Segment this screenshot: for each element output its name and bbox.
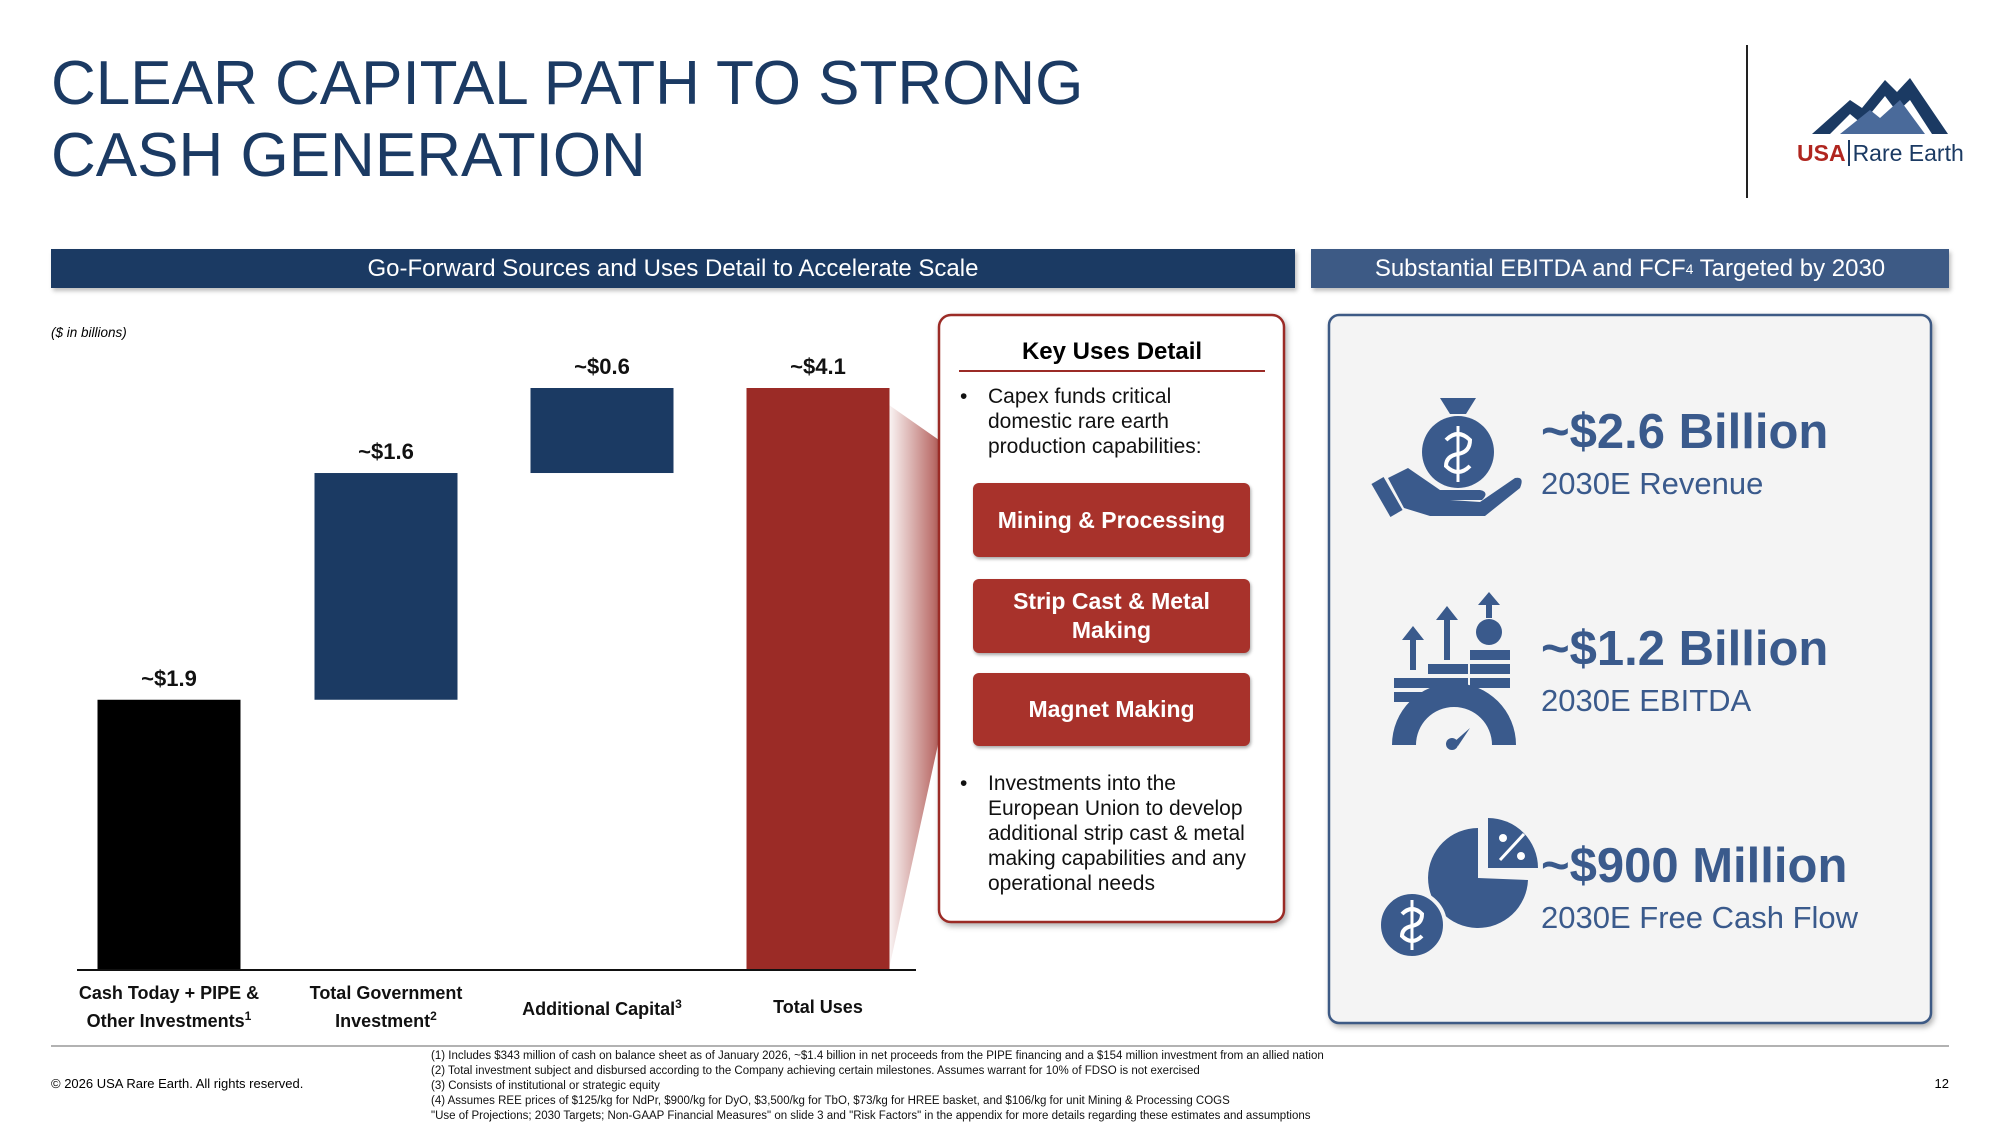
logo-brand: USA — [1797, 140, 1846, 166]
footnotes: (1) Includes $343 million of cash on bal… — [431, 1049, 1324, 1124]
page-number: 12 — [1934, 1076, 1949, 1091]
category-name: Total Government Investment — [309, 982, 463, 1031]
header-text: Substantial EBITDA and FCF — [1374, 254, 1686, 282]
title-line: CLEAR CAPITAL PATH TO STRONG — [51, 49, 1084, 118]
kpi-label: 2030E Free Cash Flow — [1541, 900, 1859, 935]
logo-mountains — [1812, 78, 1948, 134]
value-label: ~$1.6 — [358, 439, 414, 464]
value-label: ~$1.9 — [141, 666, 197, 691]
value-label: ~$4.1 — [790, 354, 846, 379]
bar — [530, 388, 674, 474]
use-item: Magnet Making — [973, 673, 1250, 746]
kpi-value: ~$2.6 Billion — [1541, 405, 1829, 459]
bullet: Investments into the European Union to d… — [960, 771, 1268, 896]
category-text: Additional Capital3 — [522, 993, 682, 1021]
footnote: (1) Includes $343 million of cash on bal… — [431, 1050, 1324, 1062]
footnote: "Use of Projections; 2030 Targets; Non-G… — [431, 1110, 1311, 1122]
x-tick-label: Total Government Investment2 — [276, 978, 496, 1036]
footnote-ref: 3 — [675, 997, 682, 1011]
footnote: (4) Assumes REE prices of $125/kg for Nd… — [431, 1095, 1230, 1107]
bar — [314, 473, 458, 700]
use-item: Mining & Processing — [973, 483, 1250, 557]
header-text: Targeted by 2030 — [1693, 254, 1886, 282]
category-name: Cash Today + PIPE & Other Investments — [78, 982, 260, 1031]
x-tick-label: Cash Today + PIPE & Other Investments1 — [59, 978, 279, 1036]
footnote: (2) Total investment subject and disburs… — [431, 1065, 1200, 1077]
footnote-ref: 4 — [1685, 260, 1694, 277]
title-line: CASH GENERATION — [51, 121, 646, 190]
revenue-icon — [1371, 398, 1522, 517]
logo-name: Rare Earth — [1847, 140, 1964, 166]
value-label: ~$0.6 — [574, 354, 630, 379]
header-right: Substantial EBITDA and FCF 4 Targeted by … — [1311, 249, 1949, 288]
footnote-ref: 2 — [430, 1008, 437, 1023]
bullet: Capex funds critical domestic rare earth… — [960, 384, 1238, 459]
bar — [97, 699, 241, 969]
logo-text: USA Rare Earth — [1797, 140, 1964, 167]
category-text: Total Government Investment2 — [276, 982, 496, 1033]
footnote-ref: 1 — [244, 1008, 252, 1023]
x-tick-label: Total Uses — [708, 978, 928, 1036]
key-uses-title: Key Uses Detail — [1021, 338, 1203, 365]
footnote: (3) Consists of institutional or strateg… — [431, 1080, 660, 1092]
units-note: ($ in billions) — [51, 325, 127, 340]
kpi-label: 2030E Revenue — [1541, 466, 1764, 501]
bar — [746, 388, 890, 969]
callout-wedge — [889, 405, 939, 969]
category-text: Total Uses — [773, 996, 863, 1019]
kpi-value: ~$1.2 Billion — [1541, 622, 1829, 676]
use-item: Strip Cast & Metal Making — [973, 579, 1250, 653]
kpi-value: ~$900 Million — [1541, 839, 1848, 893]
header-left: Go-Forward Sources and Uses Detail to Ac… — [51, 249, 1295, 288]
category-name: Total Uses — [773, 996, 863, 1017]
category-name: Additional Capital — [522, 999, 676, 1019]
category-text: Cash Today + PIPE & Other Investments1 — [59, 982, 279, 1033]
fcf-icon — [1377, 818, 1538, 960]
copyright: © 2026 USA Rare Earth. All rights reserv… — [51, 1076, 304, 1091]
slide-title: CLEAR CAPITAL PATH TO STRONG CASH GENERA… — [51, 48, 1083, 192]
header-text: Go-Forward Sources and Uses Detail to Ac… — [367, 254, 979, 282]
ebitda-icon — [1392, 592, 1516, 750]
x-tick-label: Additional Capital3 — [492, 978, 712, 1036]
kpi-label: 2030E EBITDA — [1541, 683, 1752, 718]
